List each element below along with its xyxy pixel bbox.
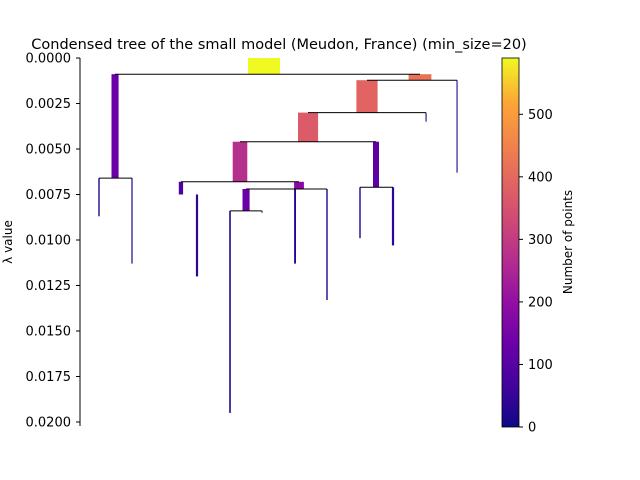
- colorbar-tick-label: 0: [528, 421, 536, 436]
- y-tick-label: 0.0175: [26, 370, 72, 385]
- colorbar-ticks: 0 100 200 300 400 500: [519, 108, 553, 436]
- tree-branch-I: [242, 189, 250, 211]
- colorbar-label: Number of points: [561, 190, 575, 294]
- y-tick-label: 0.0075: [26, 188, 72, 203]
- colorbar-tick-label: 200: [528, 295, 553, 310]
- y-tick-label: 0.0100: [26, 234, 72, 249]
- colorbar-tick-label: 400: [528, 170, 553, 185]
- tree-branch-D: [298, 112, 319, 142]
- tree-branch-B: [408, 74, 432, 81]
- y-axis-label: λ value: [1, 220, 15, 264]
- y-tick-label: 0.0050: [26, 143, 72, 158]
- tree-branch-G-left: [195, 194, 199, 277]
- y-tick-label: 0.0200: [26, 416, 72, 431]
- y-tick-label: 0.0000: [26, 52, 72, 67]
- chart-title: Condensed tree of the small model (Meudo…: [31, 37, 526, 53]
- tree-branch-C: [356, 80, 378, 113]
- y-tick-label: 0.0150: [26, 325, 72, 340]
- tree-branch-A-left: [98, 178, 100, 217]
- colorbar-tick-label: 300: [528, 233, 553, 248]
- y-tick-label: 0.0125: [26, 279, 72, 294]
- colorbar: [501, 57, 520, 428]
- y-tick-label: 0.0025: [26, 97, 72, 112]
- tree-branch-J: [294, 189, 296, 264]
- tree-branch-F-right: [391, 187, 395, 246]
- tree-branch-A: [111, 74, 119, 179]
- tree-branch-H: [294, 181, 304, 190]
- tree-branch-C-right: [425, 112, 427, 122]
- y-axis-ticks: 0.0000 0.0025 0.0050 0.0075 0.0100 0.0125 0.01…: [26, 52, 80, 431]
- tree-branch-G: [178, 181, 184, 195]
- plot-area: [98, 58, 458, 413]
- colorbar-tick-label: 500: [528, 108, 553, 123]
- tree-branch-root: [248, 58, 280, 75]
- tree-branch-F: [373, 141, 379, 188]
- tree-branch-I-left: [229, 210, 231, 413]
- tree-branch-B-right: [456, 80, 458, 173]
- tree-branch-I-right: [261, 210, 263, 213]
- colorbar-tick-label: 100: [528, 358, 553, 373]
- tree-branch-K: [326, 189, 328, 300]
- tree-branch-E: [232, 141, 248, 182]
- tree-branch-A-right: [131, 178, 133, 264]
- tree-branch-F-left: [359, 187, 361, 239]
